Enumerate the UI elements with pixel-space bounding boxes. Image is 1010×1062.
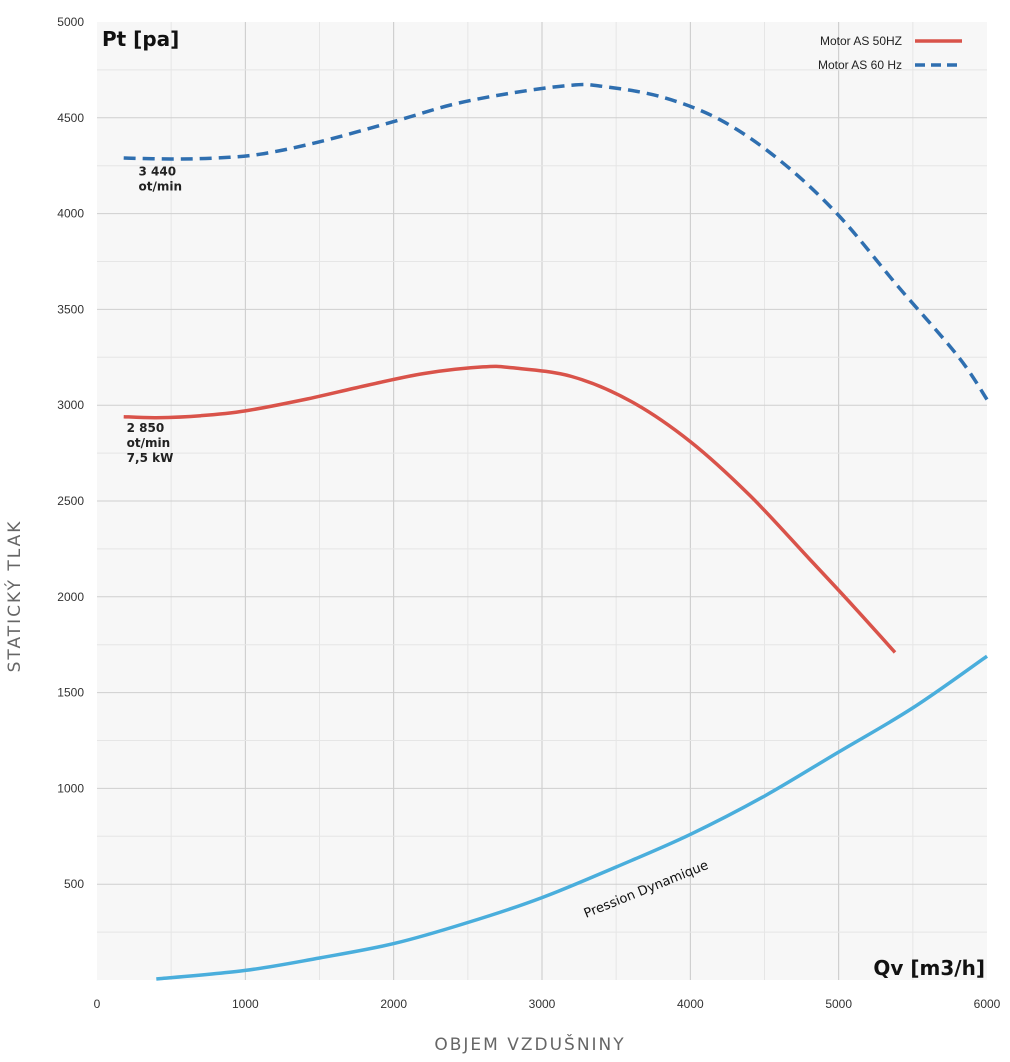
y-tick-label: 500 (64, 877, 84, 891)
y-tick-label: 3500 (57, 302, 84, 316)
tick-labels: 0 1000 2000 3000 4000 5000 6000 500 1000 1500 2000… (57, 15, 1000, 1011)
annotation-line: 2 850 (127, 421, 165, 435)
x-tick-label: 4000 (677, 997, 704, 1011)
legend-label-60hz: Motor AS 60 Hz (818, 58, 902, 72)
legend: Motor AS 50HZ Motor AS 60 Hz (818, 34, 962, 72)
y-tick-label: 4500 (57, 111, 84, 125)
y-tick-label: 3000 (57, 398, 84, 412)
x-tick-label: 1000 (232, 997, 259, 1011)
x-tick-label: 2000 (380, 997, 407, 1011)
y-axis-title: STATICKÝ TLAK (3, 520, 25, 673)
series (123, 82, 989, 981)
annotation-line: 7,5 kW (127, 451, 174, 465)
x-axis-title: OBJEM VZDUŠNINY (434, 1033, 625, 1055)
y-corner-label: Pt [pa] (102, 27, 179, 51)
x-tick-label: 5000 (825, 997, 852, 1011)
y-tick-label: 1000 (57, 781, 84, 795)
y-tick-label: 2000 (57, 590, 84, 604)
series-pression-dynamique (156, 654, 988, 981)
x-tick-label: 0 (94, 997, 101, 1011)
y-tick-label: 4000 (57, 207, 84, 221)
y-tick-label: 1500 (57, 686, 84, 700)
x-corner-label: Qv [m3/h] (873, 956, 985, 980)
y-tick-label: 5000 (57, 15, 84, 29)
x-tick-label: 3000 (529, 997, 556, 1011)
legend-label-50hz: Motor AS 50HZ (820, 34, 902, 48)
y-tick-label: 2500 (57, 494, 84, 508)
annotation-line: ot/min (127, 436, 171, 450)
gridlines (97, 22, 987, 980)
series-motor-60hz (123, 82, 989, 401)
x-tick-label: 6000 (974, 997, 1001, 1011)
annotation-3440-rpm: 3 440 ot/min (139, 164, 183, 193)
series-motor-50hz (123, 364, 897, 654)
annotation-line: ot/min (139, 179, 183, 193)
annotation-line: 3 440 (139, 164, 177, 178)
annotation-2850-rpm: 2 850 ot/min 7,5 kW (127, 421, 174, 465)
